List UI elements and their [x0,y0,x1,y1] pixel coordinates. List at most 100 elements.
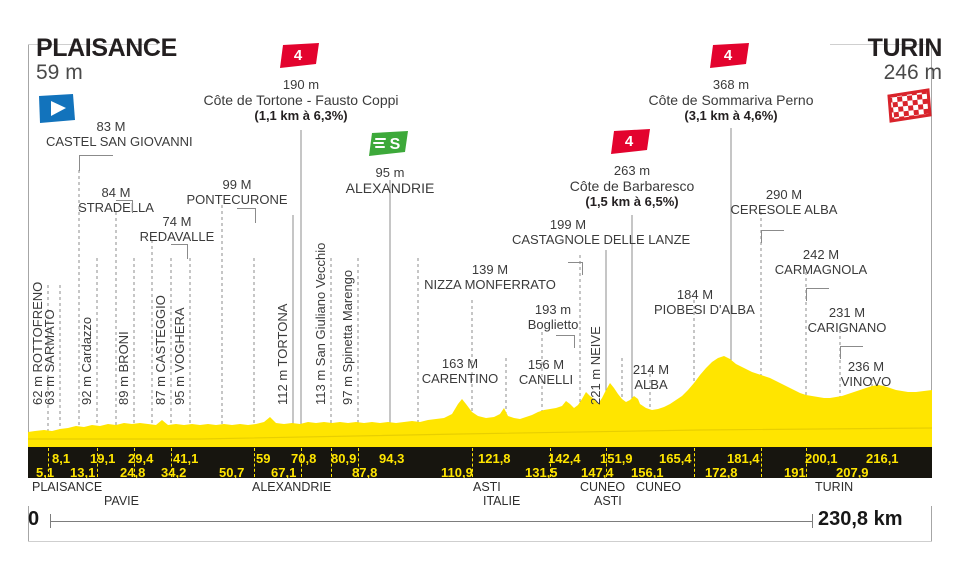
town-altitude: 139 m [471,262,509,277]
profile-gridlines [47,170,873,447]
km-label-bottom: 147,4 [581,465,614,480]
axis-origin-label: 0 [28,508,40,530]
leader-elbow-boglietto [556,335,575,348]
town-name: CASTEL SAN GIOVANNI [46,133,193,149]
km-label-bottom: 67,1 [271,465,297,480]
km-label-top: 200,1 [805,451,838,466]
town-callout-vinovo: 236 m VINOVO [830,359,902,389]
town-name: CANELLI [518,371,574,387]
town-callout-castagnole-delle-lanze: 199 m CASTAGNOLE DELLE LANZE [512,217,691,247]
marker-spec: (1,5 km à 6,5%) [585,194,679,209]
km-label-top: 19,1 [90,451,116,466]
town-altitude: 84 m [101,185,131,200]
town-callout-pontecurone: 99 m PONTECURONE [182,177,292,207]
svg-text:S: S [390,136,401,153]
start-terminus-block: PLAISANCE 59 m [36,36,177,85]
town-callout-alba: 214 m ALBA [622,362,680,392]
town-name: VINOVO [840,373,892,389]
marker-altitude: 368 m [712,77,750,92]
frame-left-rule-lower [28,478,29,542]
km-label-top: 59 [256,451,271,466]
town-name: PONTECURONE [186,191,288,207]
town-name: Boglietto [527,316,579,332]
km-label-bottom: 34,2 [161,465,187,480]
marker-name: Côte de Barbaresco [569,178,695,194]
vtown-sarmato: 63 m SARMATO [42,309,57,405]
km-label-bottom: 110,9 [441,465,473,480]
town-altitude: 83 m [96,119,126,134]
town-altitude: 184 m [676,287,714,302]
town-altitude: 290 m [765,187,803,202]
km-label-bottom: 87,8 [352,465,378,480]
marker-name: Côte de Sommariva Perno [648,92,814,108]
marker-sprint-alexandrie: S 95 m ALEXANDRIE [330,130,450,196]
vtown-cardazzo: 92 m Cardazzo [79,316,94,405]
town-callout-canelli: 156 m CANELLI [508,357,584,387]
town-name: NIZZA MONFERRATO [424,276,556,292]
km-tick [254,448,255,477]
km-tick [134,448,135,477]
vtown-san-giuliano-vecchio: 113 m San Giuliano Vecchio [313,242,328,405]
elevation-area [28,356,933,447]
town-altitude: 99 m [222,177,252,192]
km-tick [806,448,807,477]
town-name: STRADELLA [78,199,154,215]
province-label: PAVIE [104,494,139,508]
km-label-bottom: 5,1 [36,465,55,480]
town-callout-piobesi-dalba: 184 m PIOBESI D'ALBA [654,287,755,317]
leader-elbow-carmagnola [806,288,829,301]
town-altitude: 74 m [162,214,192,229]
km-label-top: 70,8 [291,451,317,466]
town-name: CASTAGNOLE DELLE LANZE [512,231,691,247]
finish-city-altitude: 246 m [883,61,942,84]
km-label-top: 165,4 [659,451,692,466]
vtown-spinetta-marengo: 97 m Spinetta Marengo [340,269,355,405]
km-label-top: 80,9 [331,451,357,466]
town-name: CARENTINO [421,370,499,386]
vtown-neive: 221 m NEIVE [588,326,603,405]
intermediate-sprint-badge-icon: S [330,130,450,165]
town-altitude: 156 m [527,357,565,372]
town-name: CARMAGNOLA [774,261,868,277]
marker-connector-lines [292,128,732,447]
town-name: CARIGNANO [807,319,887,335]
km-label-top: 8,1 [52,451,71,466]
km-label-bottom: 131,5 [525,465,558,480]
marker-altitude: 190 m [282,77,320,92]
vtown-voghera: 95 m VOGHERA [172,307,187,405]
leader-elbow-castel-san-giovanni [79,155,113,171]
km-tick [550,448,551,477]
checkered-finish-flag-icon [886,88,932,129]
province-label: CUNEO [580,480,626,494]
leader-elbow-pontecurone [237,208,256,223]
finish-terminus-block: TURIN 246 m [867,34,943,85]
km-label-top: 216,1 [866,451,899,466]
province-label: ASTI [473,480,501,494]
town-callout-carignano: 231 m CARIGNANO [796,305,898,335]
km-tick [472,448,473,477]
km-label-bottom: 50,7 [219,465,245,480]
town-callout-carmagnola: 242 m CARMAGNOLA [764,247,878,277]
marker-altitude: 95 m [375,165,405,180]
km-label-bottom: 156,1 [631,465,664,480]
marker-name: Côte de Tortone - Fausto Coppi [203,92,399,108]
km-label-bottom: 172,8 [705,465,738,480]
km-label-top: 151,9 [600,451,633,466]
axis-rule [50,521,812,522]
marker-cote-de-sommariva-perno: 4 368 m Côte de Sommariva Perno (3,1 km … [621,42,841,123]
km-label-bottom: 191 [784,465,806,480]
leader-elbow-redavalle [171,244,188,259]
province-label: TURIN [815,480,854,494]
town-callout-nizza-monferrato: 139 m NIZZA MONFERRATO [416,262,564,292]
km-label-top: 142,4 [548,451,581,466]
start-city-altitude: 59 m [36,61,83,84]
svg-text:4: 4 [294,47,303,64]
province-label: CUNEO [636,480,682,494]
finish-city-name: TURIN [867,34,943,62]
km-label-top: 121,8 [478,451,511,466]
km-tick [694,448,695,477]
province-label: ALEXANDRIE [252,480,332,494]
km-label-bottom: 13,1 [70,465,96,480]
km-label-bottom: 24,8 [120,465,146,480]
town-callout-boglietto: 193 m Boglietto [514,302,592,332]
